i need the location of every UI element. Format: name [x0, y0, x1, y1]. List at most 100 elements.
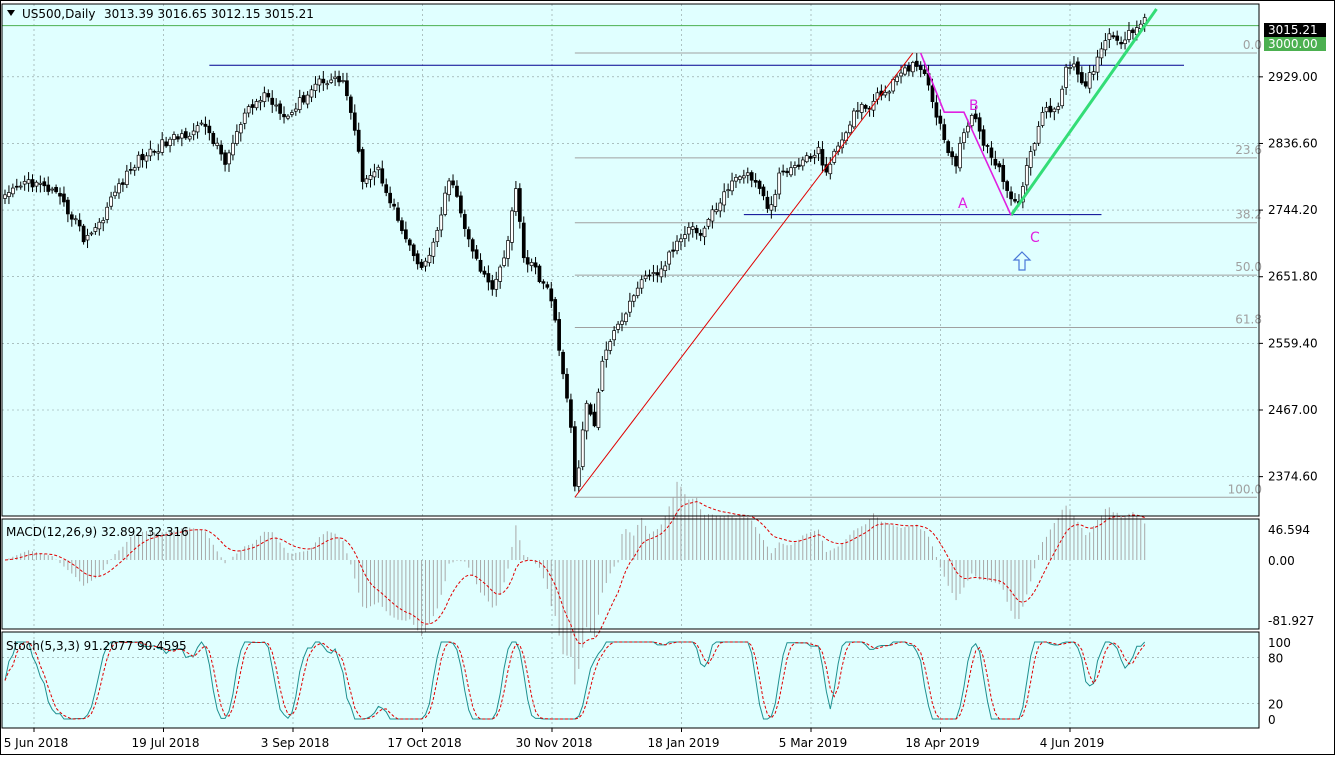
candle	[1024, 165, 1029, 186]
candle	[907, 65, 911, 72]
stoch-main-line	[4, 641, 1146, 720]
candle	[266, 93, 271, 98]
candle	[969, 115, 974, 127]
candle	[329, 79, 334, 83]
candle	[938, 115, 943, 124]
candle	[612, 330, 617, 341]
macd-label: MACD(12,26,9) 32.892 32.316	[6, 525, 189, 539]
price-tick-label: 2374.60	[1268, 470, 1318, 484]
stoch-tick-label: 20	[1268, 698, 1283, 712]
candle	[270, 97, 275, 105]
candle	[215, 142, 220, 146]
dropdown-triangle-icon[interactable]	[7, 10, 15, 16]
stoch-tick-label: 80	[1268, 651, 1283, 665]
candle	[596, 391, 601, 428]
candle	[777, 172, 782, 195]
macd-signal-line	[4, 501, 1145, 645]
macd-tick-label: 46.594	[1268, 523, 1310, 537]
candle	[1123, 39, 1127, 45]
candle	[667, 251, 672, 265]
candle	[242, 112, 247, 124]
candle	[427, 254, 432, 264]
time-tick-label: 18 Apr 2019	[905, 736, 979, 750]
candle	[356, 129, 361, 152]
candle	[136, 154, 141, 168]
price-axis: 2929.00 2836.60 2744.20 2651.80 2559.40 2467.…	[1259, 70, 1318, 484]
red-trendline[interactable]	[574, 52, 914, 498]
candle	[506, 240, 510, 259]
candle	[274, 104, 279, 107]
candle	[195, 125, 200, 133]
candle	[470, 239, 475, 252]
candle	[985, 145, 990, 147]
candle	[490, 280, 495, 290]
candle	[930, 85, 935, 102]
candle	[187, 135, 192, 140]
candle	[608, 341, 613, 351]
candle	[1119, 41, 1123, 45]
candle	[883, 91, 888, 96]
current-price-tag: 3015.21	[1264, 23, 1326, 37]
trendlines[interactable]	[574, 8, 1158, 498]
fib-level-label: 23.6	[1235, 143, 1262, 157]
candle	[293, 108, 298, 112]
wave-label-c: C	[1030, 230, 1040, 246]
candle	[592, 411, 597, 427]
candle	[812, 154, 817, 158]
candle	[804, 155, 809, 163]
candle	[419, 261, 424, 268]
candle	[58, 193, 62, 197]
candle	[671, 249, 675, 252]
candle	[675, 240, 679, 252]
candle	[1131, 29, 1135, 34]
candle	[1032, 143, 1037, 151]
candle	[973, 113, 978, 120]
candle	[557, 319, 561, 351]
candle	[168, 138, 172, 146]
candle	[521, 222, 526, 259]
candle	[223, 152, 227, 165]
candle	[337, 75, 341, 83]
pane-border	[1, 518, 1260, 630]
abc-wave-line[interactable]	[919, 52, 1012, 216]
candle	[246, 106, 251, 114]
candle	[459, 195, 463, 214]
candle	[1091, 71, 1096, 75]
candle	[77, 219, 82, 227]
stoch-tick-label: 100	[1268, 636, 1291, 650]
green-trendline[interactable]	[1009, 8, 1158, 217]
candle	[93, 227, 98, 232]
macd-tick-label: 0.00	[1268, 554, 1295, 568]
candle	[439, 214, 444, 231]
candle	[30, 179, 35, 188]
candle	[683, 234, 687, 239]
candle	[565, 373, 569, 399]
candle	[1040, 112, 1045, 126]
candle	[828, 163, 833, 175]
candle	[156, 151, 161, 154]
candle	[199, 122, 204, 125]
candle	[325, 83, 330, 86]
candle	[525, 257, 530, 265]
candle	[910, 62, 915, 73]
candle	[101, 220, 106, 224]
candle	[396, 207, 400, 221]
macd-tick-label: -81.927	[1268, 614, 1314, 628]
candle	[620, 320, 624, 325]
candle	[761, 186, 766, 197]
horizontal-lines[interactable]	[2, 25, 1259, 216]
candle	[793, 165, 797, 168]
candle	[97, 221, 102, 230]
candle	[121, 182, 125, 185]
candle	[1072, 63, 1076, 68]
candle	[18, 185, 23, 188]
candle	[989, 147, 994, 158]
price-tick-label: 2467.00	[1268, 403, 1318, 417]
candle	[89, 232, 94, 235]
candle	[478, 259, 483, 272]
candle	[899, 72, 903, 77]
candle	[1013, 199, 1017, 202]
candle	[22, 181, 27, 185]
